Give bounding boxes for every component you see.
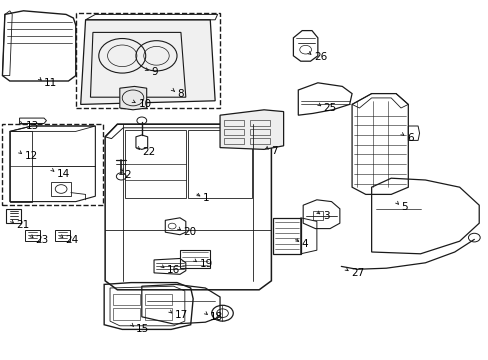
Text: 18: 18	[210, 312, 223, 322]
Text: 5: 5	[400, 202, 407, 212]
Polygon shape	[81, 20, 215, 104]
Bar	[113, 308, 140, 320]
Bar	[145, 294, 172, 305]
Text: 6: 6	[406, 132, 413, 143]
Text: 9: 9	[151, 67, 158, 77]
Text: 23: 23	[36, 235, 49, 245]
Bar	[224, 138, 244, 144]
Text: 16: 16	[166, 265, 180, 275]
Text: 15: 15	[136, 324, 149, 334]
Text: 1: 1	[203, 193, 209, 203]
Text: 7: 7	[271, 146, 278, 156]
Text: 19: 19	[199, 259, 212, 269]
Text: 13: 13	[25, 121, 39, 131]
Text: 17: 17	[174, 310, 187, 320]
Text: 24: 24	[65, 235, 79, 245]
Text: 26: 26	[313, 51, 326, 62]
Bar	[224, 120, 244, 126]
Text: 22: 22	[142, 147, 155, 157]
Text: 10: 10	[138, 99, 151, 109]
Bar	[249, 138, 270, 144]
Polygon shape	[220, 110, 283, 149]
Bar	[113, 294, 140, 305]
Bar	[145, 308, 172, 320]
Text: 8: 8	[177, 89, 183, 99]
Bar	[2, 124, 102, 205]
Text: 21: 21	[16, 220, 29, 230]
Bar	[224, 129, 244, 135]
Text: 27: 27	[350, 268, 364, 278]
Text: 14: 14	[57, 168, 70, 179]
Bar	[249, 129, 270, 135]
Text: 4: 4	[301, 239, 308, 249]
Text: 3: 3	[322, 211, 329, 221]
Polygon shape	[120, 86, 146, 110]
Text: 20: 20	[183, 227, 196, 237]
Text: 11: 11	[44, 78, 57, 88]
Bar	[249, 120, 270, 126]
Text: 2: 2	[124, 170, 131, 180]
Bar	[76, 13, 220, 108]
Text: 12: 12	[24, 151, 38, 161]
Text: 25: 25	[323, 103, 336, 113]
